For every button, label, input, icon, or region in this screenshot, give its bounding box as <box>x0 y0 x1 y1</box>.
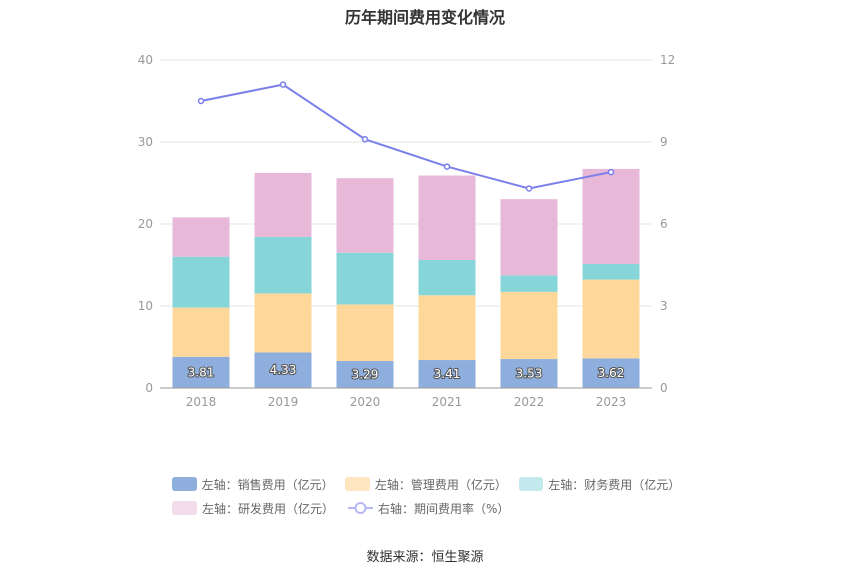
rate-point <box>197 97 205 105</box>
bar-segment <box>336 304 394 362</box>
legend-item-rate[interactable]: 右轴：期间费用率（%） <box>348 500 509 517</box>
x-tick-label: 2018 <box>186 395 217 409</box>
bar-series <box>172 168 640 388</box>
bar-value-label: 3.62 <box>598 366 625 380</box>
bar-value-label: 3.81 <box>188 365 215 379</box>
bar-segment <box>172 356 230 388</box>
x-tick-label: 2019 <box>268 395 299 409</box>
right-tick-label: 6 <box>660 217 668 231</box>
left-tick-label: 20 <box>138 217 153 231</box>
legend-label-rate: 右轴：期间费用率（%） <box>378 501 510 516</box>
left-tick-label: 0 <box>145 381 153 395</box>
rate-point <box>525 185 533 192</box>
legend-label-rnd: 左轴：研发费用（亿元） <box>202 501 335 516</box>
bar-segment <box>172 217 230 257</box>
legend-swatch-sales <box>172 477 197 491</box>
left-axis: 0 10 20 30 40 <box>138 53 153 395</box>
legend-item-sales[interactable]: 左轴：销售费用（亿元） <box>172 476 334 493</box>
legend-line-icon <box>348 502 374 514</box>
x-tick-label: 2020 <box>350 395 381 409</box>
bar-segment <box>418 259 476 296</box>
bar-segment <box>254 352 312 388</box>
bar-segment <box>418 360 476 388</box>
source-note: 数据来源：恒生聚源 <box>366 550 484 565</box>
x-tick-label: 2023 <box>596 395 627 409</box>
right-tick-label: 3 <box>660 299 668 313</box>
bar-segment <box>500 275 558 292</box>
legend-item-rnd[interactable]: 左轴：研发费用（亿元） <box>172 500 334 517</box>
bar-value-label: 3.29 <box>352 368 379 382</box>
bar-labels: 3.81 4.33 3.29 3.41 3.53 3.62 <box>187 362 626 382</box>
x-tick-label: 2022 <box>514 395 545 409</box>
bar-segment <box>336 178 394 253</box>
bar-segment <box>254 236 312 294</box>
rate-point <box>607 168 615 176</box>
bar-segment <box>582 264 640 280</box>
legend-swatch-rnd <box>172 501 197 515</box>
legend-swatch-admin <box>345 477 370 491</box>
legend-label-sales: 左轴：销售费用（亿元） <box>201 477 334 492</box>
bar-segment <box>500 199 558 276</box>
right-tick-label: 9 <box>660 135 668 149</box>
bar-value-label: 3.41 <box>434 367 461 381</box>
bar-segment <box>418 295 476 361</box>
bar-value-label: 3.53 <box>516 367 543 381</box>
bar-segment <box>418 175 476 260</box>
x-tick-label: 2021 <box>432 395 463 409</box>
bar-segment <box>336 361 394 388</box>
rate-point <box>443 163 451 170</box>
bar-segment <box>336 252 394 305</box>
x-axis: 2018 2019 2020 2021 2022 2023 <box>160 387 652 409</box>
left-tick-label: 10 <box>138 299 153 313</box>
bar-segment <box>172 256 230 308</box>
bar-segment <box>172 307 230 357</box>
bar-segment <box>582 358 640 388</box>
rate-point <box>279 81 287 88</box>
legend-swatch-finance <box>518 477 544 491</box>
legend-item-finance[interactable]: 左轴：财务费用（亿元） <box>518 476 681 493</box>
left-tick-label: 40 <box>138 53 153 67</box>
bar-segment <box>500 359 558 388</box>
bar-segment <box>582 168 640 265</box>
bar-segment <box>582 279 640 359</box>
legend-label-admin: 左轴：管理费用（亿元） <box>374 477 507 492</box>
chart-title: 历年期间费用变化情况 <box>344 8 505 27</box>
bar-value-label: 4.33 <box>270 363 297 377</box>
rate-line-series <box>197 81 615 192</box>
right-axis: 0 3 6 9 12 <box>660 53 675 395</box>
right-tick-label: 0 <box>660 381 668 395</box>
right-tick-label: 12 <box>660 53 675 67</box>
rate-line <box>200 83 612 190</box>
legend: 左轴：销售费用（亿元） 左轴：管理费用（亿元） 左轴：财务费用（亿元） 左轴：研… <box>172 472 692 520</box>
chart-canvas: 0 10 20 30 40 0 3 6 9 12 3.81 4.33 3.29 3.41 3.53 3.6… <box>138 53 676 409</box>
bar-segment <box>254 293 312 353</box>
bar-segment <box>254 172 312 237</box>
left-tick-label: 30 <box>138 135 153 149</box>
grid-lines <box>160 59 652 307</box>
bar-segment <box>500 291 558 360</box>
legend-item-admin[interactable]: 左轴：管理费用（亿元） <box>345 476 507 493</box>
legend-label-finance: 左轴：财务费用（亿元） <box>548 477 681 492</box>
rate-point <box>361 136 369 143</box>
